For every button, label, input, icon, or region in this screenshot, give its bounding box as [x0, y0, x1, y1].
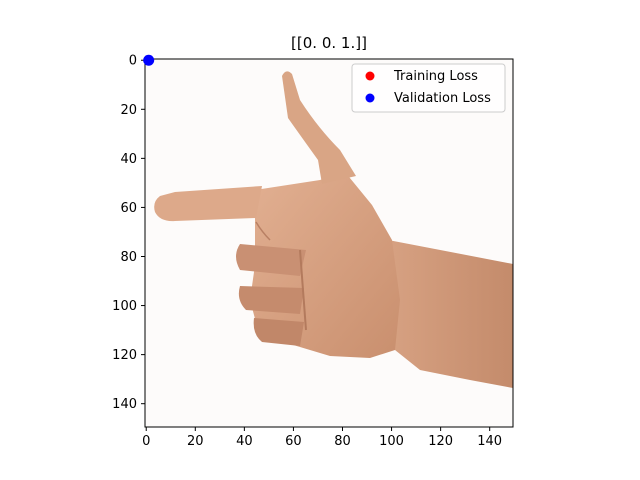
- data-points: [143, 54, 155, 66]
- x-tick-label: 80: [334, 434, 351, 449]
- x-tick-label: 100: [379, 434, 404, 449]
- x-tick-label: 60: [285, 434, 302, 449]
- y-tick-label: 20: [120, 103, 137, 118]
- legend-marker-validation-loss: [365, 93, 375, 103]
- chart-title: [[0. 0. 1.]]: [291, 34, 367, 52]
- legend-marker-training-loss: [365, 71, 375, 81]
- y-tick-label: 80: [120, 250, 137, 265]
- legend-box: [351, 63, 506, 113]
- y-axis: 0 20 40 60 80 100 120 140: [112, 54, 145, 412]
- hand-image: [145, 59, 513, 427]
- y-tick-label: 60: [120, 201, 137, 216]
- x-axis: 0 20 40 60 80 100 120 140: [142, 427, 502, 449]
- x-tick-label: 120: [428, 434, 453, 449]
- y-tick-label: 140: [112, 397, 137, 412]
- legend-label-training-loss: Training Loss: [393, 69, 478, 84]
- legend: Training Loss Validation Loss: [351, 63, 506, 113]
- x-tick-label: 0: [142, 434, 150, 449]
- data-point: [143, 54, 155, 66]
- x-tick-label: 140: [477, 434, 502, 449]
- y-tick-label: 100: [112, 299, 137, 314]
- y-tick-label: 0: [129, 54, 137, 69]
- x-tick-label: 40: [236, 434, 253, 449]
- y-tick-label: 40: [120, 152, 137, 167]
- plot-frame: [144, 58, 514, 428]
- legend-label-validation-loss: Validation Loss: [394, 91, 491, 106]
- y-tick-label: 120: [112, 348, 137, 363]
- x-tick-label: 20: [187, 434, 204, 449]
